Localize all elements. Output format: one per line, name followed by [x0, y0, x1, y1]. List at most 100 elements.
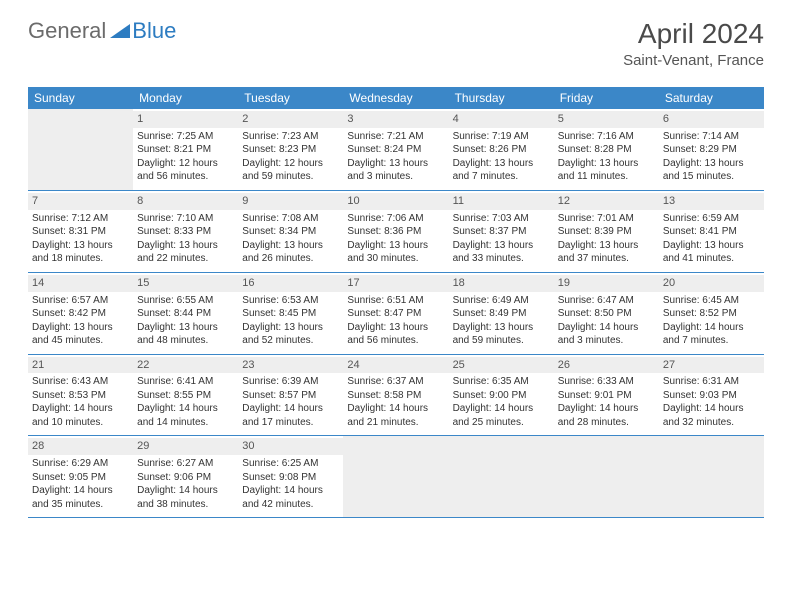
day-cell: 15 Sunrise: 6:55 AMSunset: 8:44 PMDayligh… — [133, 273, 238, 354]
day-cell: 25Sunrise: 6:35 AMSunset: 9:00 PMDayligh… — [449, 355, 554, 436]
sunrise-text: Sunrise: 6:49 AM — [453, 294, 550, 308]
day-cell: 18Sunrise: 6:49 AMSunset: 8:49 PMDayligh… — [449, 273, 554, 354]
day-number-bar: 30 — [238, 438, 343, 455]
day-info: Sunrise: 6:39 AMSunset: 8:57 PMDaylight:… — [242, 375, 339, 429]
day-number-bar: 25 — [449, 357, 554, 374]
calendar-body: 1Sunrise: 7:25 AMSunset: 8:21 PMDaylight… — [28, 109, 764, 518]
day-number-bar: 26 — [554, 357, 659, 374]
day-info: Sunrise: 6:25 AMSunset: 9:08 PMDaylight:… — [242, 457, 339, 511]
day-number: 21 — [32, 359, 44, 371]
day-number: 30 — [242, 440, 254, 452]
sunset-text: Sunset: 8:39 PM — [558, 225, 655, 239]
day-number-bar: 11 — [449, 193, 554, 210]
day-info: Sunrise: 6:55 AMSunset: 8:44 PMDaylight:… — [137, 294, 234, 348]
weekday-header: Thursday — [449, 87, 554, 109]
day-number-bar: 22 — [133, 357, 238, 374]
day-info: Sunrise: 6:47 AMSunset: 8:50 PMDaylight:… — [558, 294, 655, 348]
sunset-text: Sunset: 8:47 PM — [347, 307, 444, 321]
day-info: Sunrise: 6:53 AMSunset: 8:45 PMDaylight:… — [242, 294, 339, 348]
day-number: 11 — [453, 195, 464, 207]
day-number-bar: 19 — [554, 275, 659, 292]
day-info: Sunrise: 6:49 AMSunset: 8:49 PMDaylight:… — [453, 294, 550, 348]
day-cell: 30 Sunrise: 6:25 AMSunset: 9:08 PMDayligh… — [238, 436, 343, 517]
sunrise-text: Sunrise: 6:27 AM — [137, 457, 234, 471]
day-number: 8 — [137, 195, 143, 207]
daylight-text: Daylight: 13 hours and 52 minutes. — [242, 321, 339, 348]
day-cell — [554, 436, 659, 517]
sunset-text: Sunset: 8:57 PM — [242, 389, 339, 403]
sunset-text: Sunset: 8:33 PM — [137, 225, 234, 239]
daylight-text: Daylight: 13 hours and 33 minutes. — [453, 239, 550, 266]
daylight-text: Daylight: 13 hours and 7 minutes. — [453, 157, 550, 184]
day-cell: 22Sunrise: 6:41 AMSunset: 8:55 PMDayligh… — [133, 355, 238, 436]
daylight-text: Daylight: 13 hours and 45 minutes. — [32, 321, 129, 348]
day-number-bar: 1 — [133, 111, 238, 128]
sunrise-text: Sunrise: 6:33 AM — [558, 375, 655, 389]
calendar-week-row: 7Sunrise: 7:12 AMSunset: 8:31 PMDaylight… — [28, 191, 764, 273]
sunrise-text: Sunrise: 7:21 AM — [347, 130, 444, 144]
daylight-text: Daylight: 14 hours and 10 minutes. — [32, 402, 129, 429]
daylight-text: Daylight: 13 hours and 3 minutes. — [347, 157, 444, 184]
daylight-text: Daylight: 13 hours and 26 minutes. — [242, 239, 339, 266]
day-number-bar: 3 — [343, 111, 448, 128]
day-info: Sunrise: 6:41 AMSunset: 8:55 PMDaylight:… — [137, 375, 234, 429]
day-number-bar: 10 — [343, 193, 448, 210]
daylight-text: Daylight: 13 hours and 37 minutes. — [558, 239, 655, 266]
day-number-bar: 15 — [133, 275, 238, 292]
day-cell: 13 Sunrise: 6:59 AMSunset: 8:41 PMDayligh… — [659, 191, 764, 272]
day-info: Sunrise: 6:33 AMSunset: 9:01 PMDaylight:… — [558, 375, 655, 429]
day-cell: 5Sunrise: 7:16 AMSunset: 8:28 PMDaylight… — [554, 109, 659, 190]
day-info: Sunrise: 6:29 AMSunset: 9:05 PMDaylight:… — [32, 457, 129, 511]
day-number-bar: 13 — [659, 193, 764, 210]
calendar-week-row: 28 Sunrise: 6:29 AMSunset: 9:05 PMDayligh… — [28, 436, 764, 518]
day-info: Sunrise: 6:45 AMSunset: 8:52 PMDaylight:… — [663, 294, 760, 348]
day-info: Sunrise: 7:23 AMSunset: 8:23 PMDaylight:… — [242, 130, 339, 184]
day-info: Sunrise: 6:27 AMSunset: 9:06 PMDaylight:… — [137, 457, 234, 511]
day-number-bar: 28 — [28, 438, 133, 455]
calendar-week-row: 14 Sunrise: 6:57 AMSunset: 8:42 PMDayligh… — [28, 273, 764, 355]
sunset-text: Sunset: 8:41 PM — [663, 225, 760, 239]
sunset-text: Sunset: 8:53 PM — [32, 389, 129, 403]
daylight-text: Daylight: 13 hours and 59 minutes. — [453, 321, 550, 348]
daylight-text: Daylight: 12 hours and 56 minutes. — [137, 157, 234, 184]
day-info: Sunrise: 6:59 AMSunset: 8:41 PMDaylight:… — [663, 212, 760, 266]
daylight-text: Daylight: 14 hours and 3 minutes. — [558, 321, 655, 348]
daylight-text: Daylight: 12 hours and 59 minutes. — [242, 157, 339, 184]
sunrise-text: Sunrise: 7:06 AM — [347, 212, 444, 226]
sunrise-text: Sunrise: 6:35 AM — [453, 375, 550, 389]
day-info: Sunrise: 6:43 AMSunset: 8:53 PMDaylight:… — [32, 375, 129, 429]
sunrise-text: Sunrise: 7:19 AM — [453, 130, 550, 144]
day-info: Sunrise: 6:57 AMSunset: 8:42 PMDaylight:… — [32, 294, 129, 348]
sunset-text: Sunset: 8:52 PM — [663, 307, 760, 321]
day-info: Sunrise: 6:31 AMSunset: 9:03 PMDaylight:… — [663, 375, 760, 429]
day-number-bar: 21 — [28, 357, 133, 374]
sunset-text: Sunset: 8:45 PM — [242, 307, 339, 321]
day-number: 16 — [242, 277, 254, 289]
day-cell: 7Sunrise: 7:12 AMSunset: 8:31 PMDaylight… — [28, 191, 133, 272]
sunrise-text: Sunrise: 7:16 AM — [558, 130, 655, 144]
sunrise-text: Sunrise: 6:53 AM — [242, 294, 339, 308]
day-number: 10 — [347, 195, 359, 207]
day-cell: 21 Sunrise: 6:43 AMSunset: 8:53 PMDayligh… — [28, 355, 133, 436]
sunrise-text: Sunrise: 7:23 AM — [242, 130, 339, 144]
day-number-bar: 24 — [343, 357, 448, 374]
daylight-text: Daylight: 13 hours and 48 minutes. — [137, 321, 234, 348]
day-number-bar: 20 — [659, 275, 764, 292]
daylight-text: Daylight: 13 hours and 22 minutes. — [137, 239, 234, 266]
day-cell — [449, 436, 554, 517]
day-number: 24 — [347, 359, 359, 371]
day-cell: 10 Sunrise: 7:06 AMSunset: 8:36 PMDayligh… — [343, 191, 448, 272]
day-cell — [659, 436, 764, 517]
day-number: 23 — [242, 359, 254, 371]
day-number: 14 — [32, 277, 44, 289]
day-number-bar: 29 — [133, 438, 238, 455]
sunset-text: Sunset: 9:00 PM — [453, 389, 550, 403]
day-number-bar: 9 — [238, 193, 343, 210]
sunset-text: Sunset: 8:44 PM — [137, 307, 234, 321]
day-info: Sunrise: 7:06 AMSunset: 8:36 PMDaylight:… — [347, 212, 444, 266]
day-cell: 9Sunrise: 7:08 AMSunset: 8:34 PMDaylight… — [238, 191, 343, 272]
sunset-text: Sunset: 8:37 PM — [453, 225, 550, 239]
day-number: 6 — [663, 113, 669, 125]
day-info: Sunrise: 7:01 AMSunset: 8:39 PMDaylight:… — [558, 212, 655, 266]
day-number: 9 — [242, 195, 248, 207]
